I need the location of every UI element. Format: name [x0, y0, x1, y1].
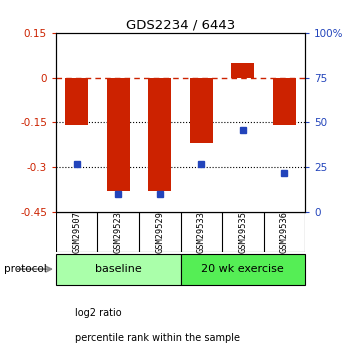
Bar [56, 254, 180, 285]
Bar [180, 254, 305, 285]
Text: GSM29535: GSM29535 [238, 211, 247, 253]
Bar [148, 78, 171, 191]
Bar [65, 78, 88, 126]
Text: GSM29507: GSM29507 [72, 211, 81, 253]
Title: GDS2234 / 6443: GDS2234 / 6443 [126, 19, 235, 32]
Bar [190, 78, 213, 144]
Text: percentile rank within the sample: percentile rank within the sample [75, 333, 240, 343]
Bar [273, 78, 296, 126]
Text: GSM29536: GSM29536 [280, 211, 289, 253]
Text: GSM29529: GSM29529 [155, 211, 164, 253]
Text: GSM29533: GSM29533 [197, 211, 206, 253]
Text: baseline: baseline [95, 264, 142, 274]
Text: GSM29523: GSM29523 [114, 211, 123, 253]
Text: 20 wk exercise: 20 wk exercise [201, 264, 284, 274]
Bar [231, 63, 254, 78]
Text: log2 ratio: log2 ratio [75, 308, 121, 318]
Text: protocol: protocol [4, 264, 46, 274]
Bar [107, 78, 130, 191]
